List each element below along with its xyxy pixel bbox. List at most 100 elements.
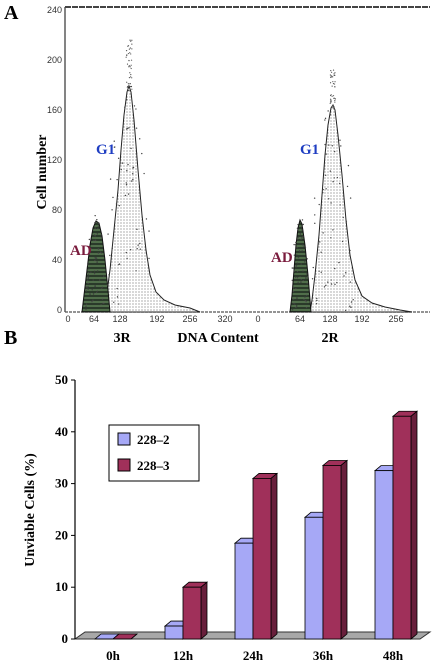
event-dot — [116, 296, 119, 298]
g1-peak-2r — [309, 103, 413, 313]
event-dot — [100, 234, 102, 236]
event-dot — [131, 39, 133, 41]
event-dot — [329, 114, 332, 116]
event-dot — [325, 153, 327, 155]
event-dot — [127, 85, 130, 87]
event-dot — [97, 228, 99, 230]
event-dot — [295, 264, 298, 267]
event-dot — [296, 305, 298, 307]
event-dot — [118, 303, 120, 305]
event-dot — [87, 273, 89, 276]
event-dot — [85, 303, 88, 305]
event-dot — [91, 288, 93, 291]
event-dot — [111, 209, 113, 211]
bar-y-tick-label: 30 — [55, 476, 68, 491]
event-dot — [131, 77, 133, 79]
event-dot — [127, 83, 129, 85]
ad-label-3r: AD — [70, 243, 92, 259]
event-dot — [345, 271, 347, 274]
event-dot — [301, 250, 303, 252]
event-dot — [95, 221, 97, 224]
event-dot — [332, 95, 335, 97]
histogram-x-tick-label: 192 — [354, 314, 369, 324]
histogram-y-tick-label: 240 — [47, 5, 62, 15]
event-dot — [97, 248, 100, 250]
histogram-x-tick-label: 64 — [89, 314, 99, 324]
event-dot — [126, 257, 128, 260]
event-dot — [99, 251, 102, 253]
legend-label-228-2: 228–2 — [137, 432, 170, 447]
event-dot — [85, 286, 87, 288]
event-dot — [297, 256, 300, 259]
bar-y-tick-label: 20 — [55, 527, 68, 542]
event-dot — [106, 284, 109, 286]
event-dot — [300, 263, 302, 265]
event-dot — [293, 254, 296, 256]
g1-label-3r: G1 — [96, 142, 115, 158]
event-dot — [128, 66, 130, 68]
event-dot — [306, 258, 308, 260]
event-dot — [117, 157, 120, 160]
event-dot — [330, 237, 332, 239]
event-dot — [118, 263, 120, 266]
event-dot — [131, 43, 133, 45]
event-dot — [130, 67, 132, 70]
event-dot — [292, 302, 294, 304]
event-dot — [116, 178, 118, 181]
event-dot — [304, 246, 307, 249]
event-dot — [336, 176, 339, 179]
event-dot — [108, 274, 110, 276]
event-dot — [332, 229, 334, 231]
event-dot — [305, 294, 308, 296]
event-dot — [100, 288, 103, 290]
event-dot — [332, 181, 334, 183]
event-dot — [148, 257, 150, 260]
panel-a: A 0 40 80 120 160 200 240 0 64 128 192 256 320 0 64 12… — [4, 2, 430, 346]
event-dot — [301, 219, 304, 221]
event-dot — [97, 225, 100, 227]
legend-swatch-228-3 — [117, 458, 131, 472]
histogram-y-tick-label: 40 — [52, 255, 62, 265]
event-dot — [94, 235, 96, 237]
event-dot — [307, 276, 309, 278]
event-dot — [299, 276, 301, 278]
event-dot — [124, 106, 126, 108]
event-dot — [135, 152, 138, 154]
event-dot — [127, 127, 129, 130]
bar-228-3-24h — [251, 472, 279, 640]
event-dot — [297, 228, 299, 231]
bar-228-3-48h — [391, 410, 419, 640]
event-dot — [323, 286, 326, 288]
event-dot — [296, 262, 298, 264]
event-dot — [87, 272, 90, 274]
bar-x-tick-label: 0h — [106, 648, 121, 662]
event-dot — [296, 227, 299, 230]
event-dot — [334, 72, 336, 74]
event-dot — [318, 270, 320, 272]
event-dot — [127, 52, 129, 55]
panel-b-letter: B — [4, 327, 17, 349]
event-dot — [130, 53, 132, 55]
sublabel-2r: 2R — [321, 331, 339, 346]
event-dot — [87, 282, 89, 285]
event-dot — [126, 98, 128, 101]
event-dot — [312, 266, 314, 269]
histogram-x-ticks: 0 64 128 192 256 320 0 64 128 192 256 — [65, 314, 403, 324]
bar-y-tick-label: 0 — [62, 631, 69, 646]
event-dot — [334, 101, 336, 103]
event-dot — [128, 59, 130, 62]
event-dot — [322, 192, 324, 194]
event-dot — [330, 70, 332, 72]
event-dot — [113, 146, 116, 148]
event-dot — [97, 222, 100, 224]
event-dot — [107, 233, 109, 235]
event-dot — [97, 270, 99, 272]
event-dot — [331, 85, 333, 87]
event-dot — [316, 299, 318, 302]
event-dot — [333, 106, 335, 108]
event-dot — [301, 237, 303, 239]
event-dot — [322, 188, 324, 191]
event-dot — [334, 99, 336, 102]
event-dot — [330, 76, 332, 79]
event-dot — [332, 83, 335, 85]
